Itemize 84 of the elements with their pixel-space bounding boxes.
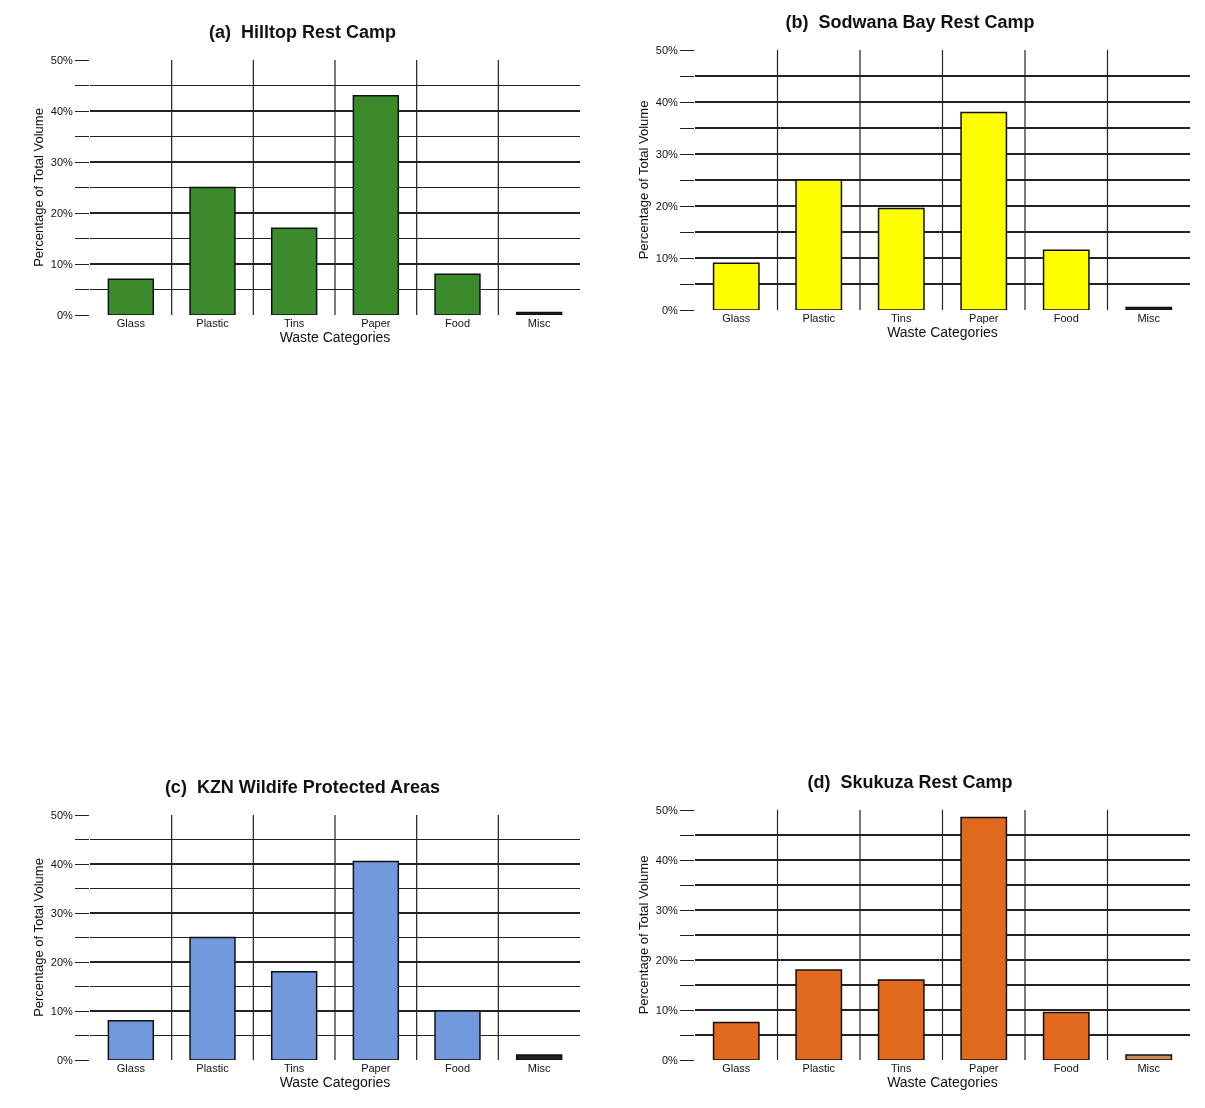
x-tick-label: Glass [722, 312, 751, 324]
y-tick-label: 30% [50, 906, 73, 919]
y-tick-label: 50% [50, 53, 73, 66]
bar [877, 979, 925, 1060]
x-tick-label: Plastic [802, 1062, 836, 1074]
y-tick-label: 10% [655, 1003, 678, 1016]
bar [795, 179, 843, 310]
x-axis-title: Waste Categories [887, 324, 998, 340]
y-tick-label: 40% [655, 853, 678, 866]
y-axis-title: Percentage of Total Volume [30, 858, 46, 1017]
y-tick-label: 20% [50, 206, 73, 219]
x-tick-label: Misc [1137, 1062, 1161, 1074]
y-axis-title: Percentage of Total Volume [635, 100, 651, 260]
x-axis-title: Waste Categories [279, 1074, 391, 1090]
x-tick-label: Food [444, 1062, 471, 1074]
y-tick-label: 50% [50, 808, 73, 821]
x-tick-label: Glass [116, 317, 146, 329]
bar [1042, 1011, 1090, 1060]
chart-title: (d) Skukuza Rest Camp [807, 771, 1013, 792]
y-tick-label: 20% [655, 953, 678, 966]
y-tick-label: 30% [655, 147, 678, 160]
bar [1125, 306, 1173, 310]
bar [107, 278, 155, 315]
bar [352, 94, 400, 315]
x-tick-label: Paper [969, 312, 999, 324]
y-axis-title: Percentage of Total Volume [30, 108, 46, 267]
x-tick-label: Misc [527, 1062, 551, 1074]
y-tick-label: 40% [50, 857, 73, 870]
x-tick-label: Food [1053, 312, 1079, 324]
y-tick-label: 40% [655, 95, 678, 108]
y-tick-label: 20% [50, 955, 73, 968]
bar [712, 1021, 760, 1060]
chart-title: (b) Sodwana Bay Rest Camp [785, 12, 1035, 33]
x-tick-label: Food [444, 317, 471, 329]
bar [712, 262, 760, 310]
bar [795, 969, 843, 1060]
bar [189, 186, 236, 315]
bar [1125, 1054, 1173, 1060]
x-tick-label: Plastic [802, 312, 836, 324]
y-tick-label: 10% [50, 257, 73, 270]
x-tick-label: Misc [1137, 312, 1161, 324]
y-tick-label: 30% [655, 903, 678, 916]
x-tick-label: Glass [116, 1062, 146, 1074]
bar [515, 311, 563, 315]
bar [189, 936, 236, 1060]
x-tick-label: Glass [722, 1062, 751, 1074]
x-tick-label: Tins [283, 317, 305, 329]
bar [960, 111, 1008, 310]
y-tick-label: 50% [655, 803, 678, 816]
x-tick-label: Tins [283, 1062, 305, 1074]
x-tick-label: Paper [361, 1062, 391, 1074]
y-tick-label: 0% [56, 1053, 74, 1066]
y-tick-label: 10% [50, 1004, 73, 1017]
bar [877, 207, 925, 310]
x-tick-label: Tins [891, 1062, 912, 1074]
x-tick-label: Tins [891, 312, 912, 324]
bar [434, 273, 481, 315]
y-tick-label: 40% [50, 104, 73, 117]
bar [434, 1010, 481, 1060]
bar [107, 1020, 155, 1060]
x-axis-title: Waste Categories [887, 1074, 998, 1090]
y-tick-label: 30% [50, 155, 73, 168]
x-tick-label: Plastic [196, 317, 230, 329]
y-tick-label: 0% [56, 308, 74, 321]
y-tick-label: 0% [661, 1053, 679, 1066]
y-tick-label: 20% [655, 199, 678, 212]
x-tick-label: Paper [969, 1062, 999, 1074]
y-axis-title: Percentage of Total Volume [635, 855, 651, 1015]
bar [270, 227, 318, 315]
bar [352, 860, 400, 1060]
x-tick-label: Misc [527, 317, 551, 329]
x-axis-title: Waste Categories [279, 329, 391, 345]
bar [1042, 249, 1090, 310]
x-tick-label: Plastic [196, 1062, 230, 1074]
y-tick-label: 50% [655, 43, 678, 56]
chart-title: (a) Hilltop Rest Camp [208, 21, 397, 42]
bar [960, 816, 1008, 1060]
x-tick-label: Paper [361, 317, 391, 329]
y-tick-label: 10% [655, 251, 678, 264]
bar [270, 971, 318, 1060]
x-tick-label: Food [1053, 1062, 1079, 1074]
bar [515, 1054, 563, 1060]
chart-title: (c) KZN Wildife Protected Areas [164, 776, 441, 797]
y-tick-label: 0% [661, 303, 679, 316]
